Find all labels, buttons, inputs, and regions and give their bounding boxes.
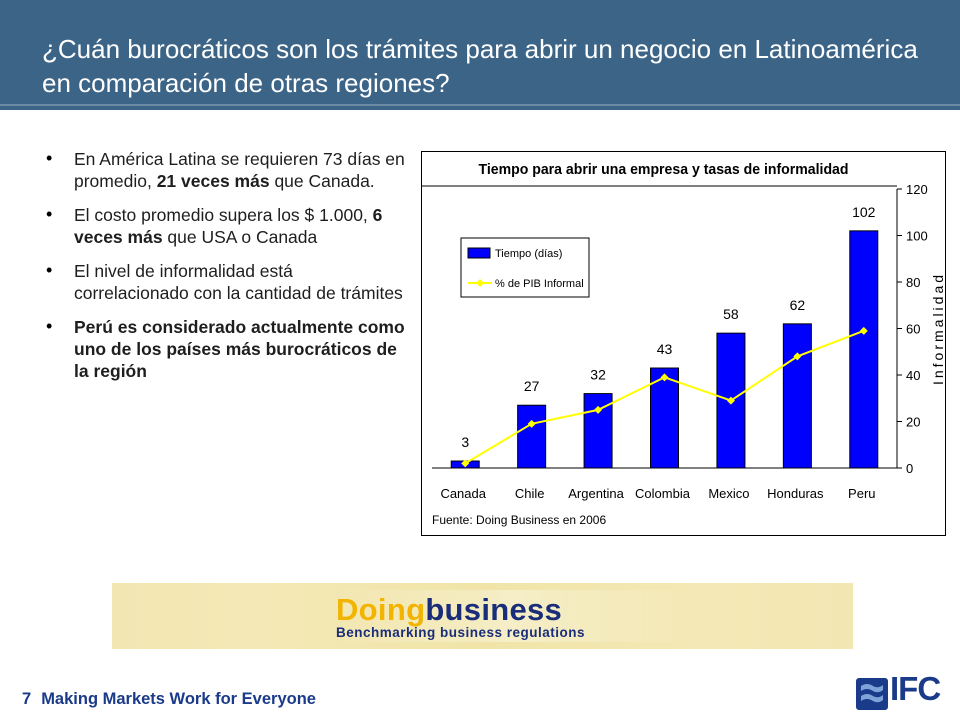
bar-data-label: 43 bbox=[657, 341, 673, 357]
bullet-item: El costo promedio supera los $ 1.000, 6 … bbox=[42, 203, 408, 248]
line-point bbox=[660, 373, 669, 382]
footer: 7 Making Markets Work for Everyone bbox=[22, 690, 316, 709]
page-number: 7 bbox=[22, 690, 32, 708]
bullet-text: El nivel de informalidad está correlacio… bbox=[74, 261, 403, 303]
header-divider bbox=[0, 104, 960, 106]
banner-highlight bbox=[332, 590, 692, 642]
banner-brand: Doingbusiness bbox=[336, 592, 562, 628]
bar-data-label: 62 bbox=[790, 297, 806, 313]
line-point bbox=[461, 459, 470, 468]
bullet-item: Perú es considerado actualmente como uno… bbox=[42, 315, 408, 382]
footer-tagline: Making Markets Work for Everyone bbox=[41, 690, 316, 708]
y2-axis-label: Informalidad bbox=[930, 272, 945, 385]
y2-tick-label: 100 bbox=[906, 229, 928, 244]
banner-brand-part2: business bbox=[425, 592, 563, 627]
bar-data-label: 27 bbox=[524, 378, 540, 394]
legend-line-label: % de PIB Informal bbox=[495, 278, 584, 290]
banner-brand-part1: Doing bbox=[336, 592, 426, 627]
chart-panel: Tiempo para abrir una empresa y tasas de… bbox=[421, 151, 946, 536]
bullet-bold-text: Perú es considerado actualmente como uno… bbox=[74, 317, 405, 381]
bar-data-label: 32 bbox=[590, 367, 606, 383]
bar-data-label: 3 bbox=[461, 434, 469, 450]
bar-data-label: 58 bbox=[723, 306, 739, 322]
x-tick-label: Mexico bbox=[708, 486, 749, 501]
bullet-text: que Canada. bbox=[269, 171, 375, 191]
line-point bbox=[859, 326, 868, 335]
x-tick-label: Canada bbox=[440, 486, 486, 501]
legend-bar-label: Tiempo (días) bbox=[495, 248, 562, 260]
banner-tagline: Benchmarking business regulations bbox=[336, 625, 586, 640]
legend-line-marker bbox=[476, 279, 484, 287]
doing-business-banner[interactable]: Doingbusiness Benchmarking business regu… bbox=[112, 583, 853, 649]
bullet-text: El costo promedio supera los $ 1.000, bbox=[74, 205, 373, 225]
bullet-item: En América Latina se requieren 73 días e… bbox=[42, 147, 408, 192]
y2-tick-label: 80 bbox=[906, 275, 920, 290]
bullet-text: En América Latina se requieren 73 días e… bbox=[74, 149, 405, 191]
combo-chart: Tiempo para abrir una empresa y tasas de… bbox=[422, 161, 946, 527]
line-point bbox=[793, 352, 802, 361]
bar bbox=[849, 230, 879, 469]
x-tick-label: Colombia bbox=[635, 486, 691, 501]
bullet-item: El nivel de informalidad está correlacio… bbox=[42, 259, 408, 304]
line-point bbox=[594, 405, 603, 414]
chart-title: Tiempo para abrir una empresa y tasas de… bbox=[479, 161, 849, 178]
ifc-logo-text: IFC bbox=[890, 670, 941, 707]
line-point bbox=[527, 419, 536, 428]
header-bar bbox=[0, 0, 960, 110]
bullet-list: En América Latina se requieren 73 días e… bbox=[42, 147, 408, 394]
y2-tick-label: 20 bbox=[906, 415, 920, 430]
y2-tick-label: 40 bbox=[906, 368, 920, 383]
bullet-bold-text: 6 veces más bbox=[74, 205, 383, 247]
x-tick-label: Chile bbox=[515, 486, 545, 501]
legend-bar-swatch bbox=[467, 247, 491, 259]
y2-tick-label: 120 bbox=[906, 182, 928, 197]
chart-source: Fuente: Doing Business en 2006 bbox=[432, 513, 606, 527]
line-point bbox=[726, 396, 735, 405]
slide-title: ¿Cuán burocráticos son los trámites para… bbox=[42, 34, 918, 98]
bullet-bold-text: 21 veces más bbox=[156, 171, 270, 191]
x-tick-label: Honduras bbox=[767, 486, 824, 501]
globe-icon bbox=[856, 678, 888, 710]
bullet-text: que USA o Canada bbox=[162, 227, 318, 247]
y2-tick-label: 60 bbox=[906, 322, 920, 337]
x-tick-label: Argentina bbox=[568, 486, 624, 501]
bar bbox=[782, 323, 812, 469]
x-tick-label: Peru bbox=[848, 486, 875, 501]
bar bbox=[650, 367, 679, 469]
bar bbox=[517, 404, 547, 469]
y2-tick-label: 0 bbox=[906, 461, 913, 476]
bar-data-label: 102 bbox=[852, 204, 876, 220]
